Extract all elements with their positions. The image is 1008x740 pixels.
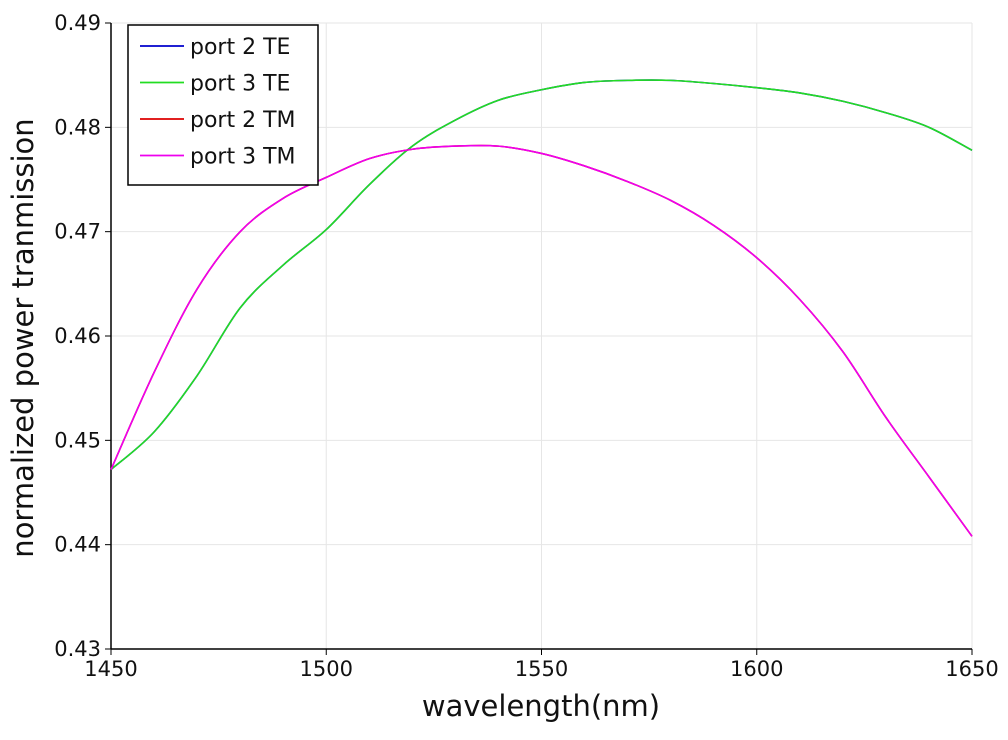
legend-box: [127, 24, 319, 186]
x-tick-label: 1450: [84, 657, 137, 681]
legend: port 2 TE port 3 TE port 2 TM port 3 TM: [127, 24, 319, 186]
x-tick-label: 1650: [945, 657, 998, 681]
y-tick-label: 0.47: [54, 220, 101, 244]
series-line-port-3-te: [110, 79, 973, 471]
legend-label: port 2 TM: [190, 108, 296, 133]
series-lines: [110, 79, 973, 537]
y-tick-label: 0.49: [54, 11, 101, 35]
y-axis-title: normalized power tranmission: [6, 118, 40, 557]
y-tick-label: 0.48: [54, 115, 101, 139]
x-tick-label: 1500: [300, 657, 353, 681]
y-tick-label: 0.45: [54, 428, 101, 452]
x-axis-title: wavelength(nm): [422, 689, 660, 723]
x-tick-label: 1600: [730, 657, 783, 681]
series-line-port-3-tm: [110, 144, 973, 537]
y-tick-label: 0.43: [54, 637, 101, 661]
legend-label: port 2 TE: [190, 35, 290, 60]
tick-labels: 1450 1500 1550 1600 1650 0.43 0.44 0.45 0.46 0.47…: [54, 11, 998, 681]
y-tick-label: 0.44: [54, 533, 101, 557]
x-tick-label: 1550: [515, 657, 568, 681]
legend-label: port 3 TM: [190, 145, 296, 170]
legend-label: port 3 TE: [190, 72, 290, 97]
y-tick-label: 0.46: [54, 324, 101, 348]
